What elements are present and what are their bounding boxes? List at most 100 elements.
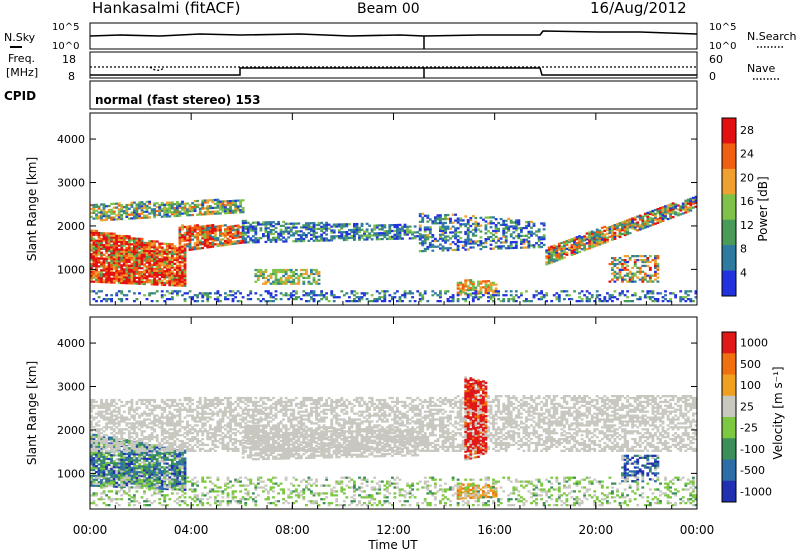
velocity-cell	[107, 452, 111, 455]
power-cell	[160, 271, 164, 275]
power-cell	[497, 290, 501, 293]
velocity-cell	[105, 439, 109, 443]
power-cell	[90, 233, 93, 236]
velocity-cell	[130, 432, 134, 435]
power-cell	[231, 225, 235, 228]
power-cell	[211, 243, 215, 246]
power-cell	[168, 278, 172, 281]
power-cell	[213, 202, 217, 206]
power-cell	[168, 292, 172, 295]
power-cell	[355, 228, 359, 232]
velocity-cell	[191, 398, 195, 402]
power-cell	[229, 239, 232, 242]
power-cell	[436, 239, 440, 242]
velocity-cell	[138, 416, 141, 419]
power-cell	[208, 199, 212, 202]
velocity-cell	[102, 444, 106, 447]
power-cell	[165, 272, 169, 275]
power-cell	[231, 294, 235, 297]
velocity-cell	[201, 447, 205, 451]
power-cell	[320, 221, 324, 225]
power-cell	[211, 237, 215, 240]
power-cell	[552, 294, 556, 297]
power-cell	[206, 230, 210, 233]
power-cell	[628, 224, 632, 227]
velocity-cell	[95, 484, 98, 487]
power-cell	[153, 259, 157, 263]
velocity-cell	[145, 485, 149, 488]
power-cell	[239, 241, 243, 244]
power-cell	[580, 240, 584, 243]
power-cell	[514, 244, 518, 248]
power-cell	[471, 282, 475, 286]
velocity-cell	[178, 412, 182, 415]
velocity-cell	[153, 428, 157, 431]
power-cell	[638, 268, 642, 271]
power-cell	[188, 229, 192, 232]
power-cell	[110, 246, 114, 249]
power-cell	[525, 300, 528, 303]
power-cell	[198, 292, 202, 295]
velocity-cell	[150, 463, 154, 466]
power-cell	[664, 298, 667, 301]
velocity-cell	[90, 414, 93, 417]
velocity-cell	[115, 436, 119, 439]
power-cell	[117, 279, 121, 283]
power-cell	[102, 215, 106, 218]
power-cell	[636, 266, 640, 270]
velocity-cell	[115, 464, 119, 467]
power-cell	[494, 287, 498, 290]
velocity-cell	[138, 474, 141, 478]
freq-label-1: Freq.	[8, 52, 35, 65]
power-cell	[95, 272, 98, 276]
velocity-cell	[117, 438, 121, 441]
velocity-cell	[115, 410, 119, 413]
power-cell	[449, 247, 452, 250]
velocity-cell	[112, 410, 116, 413]
power-cell	[148, 216, 152, 219]
power-cell	[471, 228, 475, 231]
power-cell	[226, 200, 230, 203]
power-cell	[97, 280, 101, 284]
velocity-cell	[102, 430, 106, 433]
velocity-cell	[178, 422, 182, 425]
power-cell	[600, 236, 604, 239]
velocity-cell	[130, 482, 134, 485]
power-cell	[585, 290, 589, 293]
power-cell	[514, 246, 518, 249]
velocity-cell	[130, 414, 134, 417]
velocity-cell	[145, 445, 149, 449]
power-cell	[391, 296, 394, 299]
velocity-cell	[102, 459, 106, 462]
power-cell	[332, 235, 336, 238]
velocity-cell	[148, 473, 152, 476]
power-cell	[219, 208, 222, 211]
velocity-cell	[140, 445, 144, 449]
power-cell	[143, 202, 146, 206]
velocity-cell	[158, 473, 162, 477]
velocity-cell	[127, 452, 131, 456]
power-cell	[353, 300, 356, 303]
power-cell	[345, 236, 349, 240]
velocity-cell	[153, 444, 157, 447]
power-cell	[606, 300, 609, 303]
velocity-cell	[145, 467, 149, 470]
power-cell	[92, 233, 96, 236]
power-cell	[388, 300, 392, 303]
power-cell	[112, 261, 116, 265]
power-cell	[107, 261, 111, 264]
velocity-cell	[165, 445, 169, 449]
power-cell	[234, 201, 238, 204]
power-cell	[464, 244, 468, 247]
power-cell	[176, 274, 179, 277]
velocity-cell	[105, 449, 109, 452]
power-cell	[482, 218, 485, 221]
power-cell	[555, 245, 559, 248]
velocity-cell	[140, 412, 144, 415]
power-cell	[269, 292, 273, 295]
velocity-cell	[105, 434, 109, 437]
power-cell	[216, 204, 220, 207]
velocity-cell	[97, 467, 101, 470]
power-cell	[188, 210, 192, 213]
velocity-cell	[110, 445, 114, 449]
